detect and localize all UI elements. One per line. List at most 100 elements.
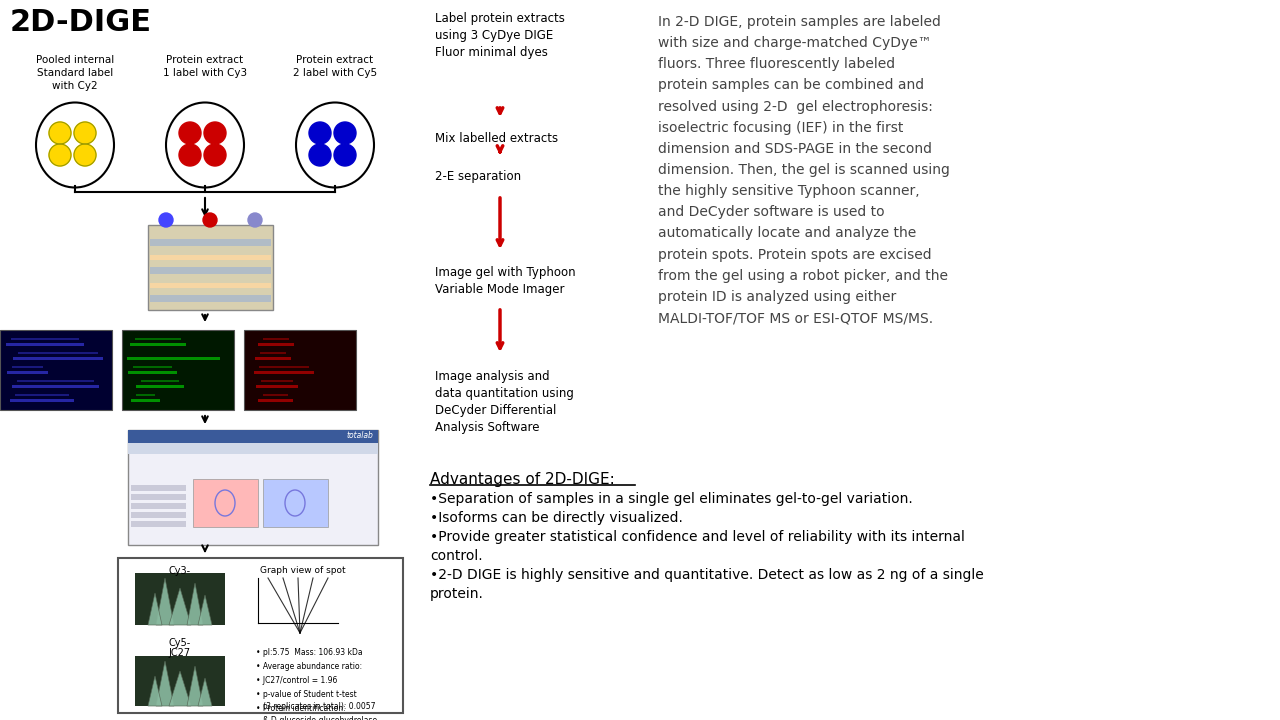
Bar: [253, 371, 314, 374]
Bar: [136, 385, 184, 388]
Bar: [6, 371, 49, 374]
Text: • p-value of Student t-test
   (3 replicates in total): 0.0057: • p-value of Student t-test (3 replicate…: [256, 690, 375, 711]
Text: •Separation of samples in a single gel eliminates gel-to-gel variation.: •Separation of samples in a single gel e…: [430, 492, 913, 506]
Bar: [0, 330, 113, 410]
Bar: [148, 225, 273, 310]
Bar: [128, 443, 378, 454]
Bar: [193, 479, 259, 527]
Bar: [128, 430, 378, 443]
Polygon shape: [148, 676, 163, 706]
Text: JC27: JC27: [169, 648, 191, 658]
Bar: [131, 485, 186, 491]
Bar: [136, 394, 155, 396]
Bar: [17, 380, 93, 382]
Polygon shape: [187, 666, 204, 706]
Text: • Protein identification:
   ß-D-glucoside-glucohydrolase: • Protein identification: ß-D-glucoside-…: [256, 704, 378, 720]
Circle shape: [74, 144, 96, 166]
Bar: [131, 494, 186, 500]
Text: Mix labelled extracts: Mix labelled extracts: [435, 132, 558, 145]
Bar: [259, 343, 294, 346]
Text: In 2-D DIGE, protein samples are labeled
with size and charge-matched CyDye™
flu: In 2-D DIGE, protein samples are labeled…: [658, 15, 950, 325]
Circle shape: [74, 122, 96, 144]
Text: • JC27/control = 1.96: • JC27/control = 1.96: [256, 676, 338, 685]
Text: Protein extract
2 label with Cy5: Protein extract 2 label with Cy5: [293, 55, 378, 78]
Bar: [262, 338, 289, 340]
Bar: [262, 479, 328, 527]
Bar: [260, 352, 285, 354]
Bar: [131, 512, 186, 518]
Polygon shape: [198, 595, 212, 625]
Text: totalab: totalab: [346, 431, 372, 441]
Bar: [12, 338, 79, 340]
Circle shape: [49, 122, 70, 144]
Bar: [6, 343, 84, 346]
Text: • pI:5.75  Mass: 106.93 kDa: • pI:5.75 Mass: 106.93 kDa: [256, 648, 362, 657]
Bar: [244, 330, 356, 410]
Text: Image analysis and
data quantitation using
DeCyder Differential
Analysis Softwar: Image analysis and data quantitation usi…: [435, 370, 573, 434]
Bar: [262, 394, 288, 396]
Text: protein.: protein.: [430, 587, 484, 601]
Text: •Isoforms can be directly visualized.: •Isoforms can be directly visualized.: [430, 511, 682, 525]
Text: Pooled internal
Standard label
with Cy2: Pooled internal Standard label with Cy2: [36, 55, 114, 91]
Polygon shape: [156, 661, 174, 706]
Bar: [150, 267, 271, 274]
Bar: [128, 371, 177, 374]
Bar: [255, 357, 291, 360]
Bar: [131, 521, 186, 527]
Text: 2-E separation: 2-E separation: [435, 170, 521, 183]
Bar: [259, 366, 308, 368]
Polygon shape: [156, 578, 174, 625]
Bar: [13, 357, 102, 360]
Text: Graph view of spot: Graph view of spot: [260, 566, 346, 575]
Circle shape: [308, 122, 332, 144]
Circle shape: [334, 144, 356, 166]
Text: • Average abundance ratio:: • Average abundance ratio:: [256, 662, 362, 671]
Text: Protein extract
1 label with Cy3: Protein extract 1 label with Cy3: [163, 55, 247, 78]
Text: •2-D DIGE is highly sensitive and quantitative. Detect as low as 2 ng of a singl: •2-D DIGE is highly sensitive and quanti…: [430, 568, 984, 582]
Text: Label protein extracts
using 3 CyDye DIGE
Fluor minimal dyes: Label protein extracts using 3 CyDye DIG…: [435, 12, 564, 59]
Bar: [15, 394, 69, 396]
Bar: [133, 366, 172, 368]
Circle shape: [204, 122, 227, 144]
Bar: [128, 430, 378, 545]
Bar: [12, 385, 99, 388]
Circle shape: [179, 144, 201, 166]
Bar: [118, 558, 403, 713]
Circle shape: [49, 144, 70, 166]
Bar: [127, 357, 220, 360]
Bar: [259, 399, 293, 402]
Bar: [150, 255, 271, 260]
Bar: [131, 399, 160, 402]
Circle shape: [204, 213, 218, 227]
Polygon shape: [169, 671, 191, 706]
Text: Advantages of 2D-DIGE:: Advantages of 2D-DIGE:: [430, 472, 614, 487]
Text: Cy3-: Cy3-: [169, 566, 191, 576]
Circle shape: [308, 144, 332, 166]
Bar: [150, 295, 271, 302]
Bar: [150, 239, 271, 246]
Circle shape: [204, 144, 227, 166]
Bar: [256, 385, 298, 388]
Bar: [131, 343, 186, 346]
Circle shape: [334, 122, 356, 144]
Bar: [261, 380, 293, 382]
Bar: [18, 352, 99, 354]
Bar: [12, 366, 44, 368]
Polygon shape: [187, 583, 204, 625]
Text: control.: control.: [430, 549, 483, 563]
Bar: [141, 380, 179, 382]
Bar: [122, 330, 234, 410]
Text: Cy5-: Cy5-: [169, 638, 191, 648]
Text: Image gel with Typhoon
Variable Mode Imager: Image gel with Typhoon Variable Mode Ima…: [435, 266, 576, 296]
Bar: [134, 656, 225, 706]
Polygon shape: [198, 678, 212, 706]
Bar: [131, 503, 186, 509]
Bar: [134, 338, 180, 340]
Bar: [134, 573, 225, 625]
Bar: [10, 399, 74, 402]
Polygon shape: [148, 593, 163, 625]
Circle shape: [179, 122, 201, 144]
Bar: [150, 283, 271, 288]
Polygon shape: [169, 588, 191, 625]
Text: •Provide greater statistical confidence and level of reliability with its intern: •Provide greater statistical confidence …: [430, 530, 965, 544]
